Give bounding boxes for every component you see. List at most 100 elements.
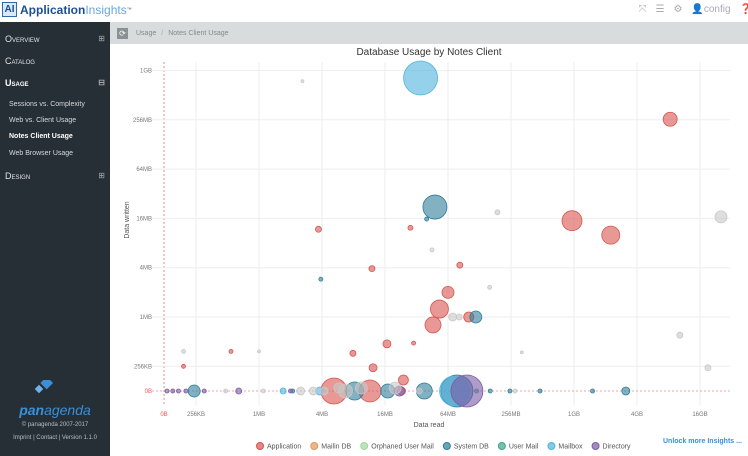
legend-label: Mailin DB — [321, 444, 351, 451]
data-point — [170, 388, 176, 394]
x-tick-label: 4GB — [631, 412, 643, 418]
legend-label: User Mail — [509, 444, 539, 451]
data-point — [450, 374, 484, 408]
x-tick-label: 4MB — [316, 412, 328, 418]
collapse-icon[interactable]: ⊟ — [98, 78, 105, 87]
data-point — [187, 384, 201, 398]
unlock-insights-link[interactable]: Unlock more Insights ... — [663, 438, 742, 445]
expand-icon[interactable]: ⊞ — [98, 171, 105, 180]
data-point — [601, 225, 621, 245]
nav-label: Design — [5, 171, 31, 181]
data-point — [368, 265, 376, 273]
data-point — [181, 349, 186, 354]
breadcrumb-usage[interactable]: Usage — [136, 29, 157, 37]
data-point — [260, 388, 266, 394]
trademark: ™ — [126, 6, 132, 13]
data-point — [181, 363, 186, 369]
svg-text:panagenda: panagenda — [18, 402, 91, 418]
data-point — [704, 364, 712, 372]
nav-label: Catalog — [5, 56, 35, 66]
data-point — [487, 284, 493, 290]
y-tick-label: 1MB — [140, 315, 152, 321]
legend-item[interactable]: User Mail — [497, 442, 539, 451]
data-point — [424, 216, 430, 222]
legend-item[interactable]: Orphaned User Mail — [360, 442, 435, 451]
user-name: config — [703, 4, 731, 15]
x-axis-label: Data read — [414, 422, 445, 429]
refresh-icon[interactable]: ⟳ — [117, 27, 128, 39]
menu-icon[interactable]: ☰ — [655, 4, 665, 15]
legend-swatch — [310, 442, 319, 450]
data-point — [487, 388, 493, 394]
data-point — [456, 261, 464, 269]
nav-design[interactable]: Design ⊞ — [5, 171, 105, 181]
data-point — [176, 388, 181, 394]
x-tick-label: 1MB — [253, 412, 265, 418]
panagenda-logo: panagenda — [18, 380, 91, 418]
data-point — [561, 210, 583, 232]
logo-mark: AI — [2, 2, 17, 17]
y-tick-label: 64MB — [136, 167, 152, 173]
breadcrumb-separator: / — [161, 29, 164, 37]
data-point — [403, 60, 438, 96]
legend-swatch — [256, 442, 264, 450]
data-point — [407, 224, 414, 231]
expand-icon[interactable]: ⊞ — [98, 34, 105, 43]
y-tick-label: 16MB — [136, 216, 152, 222]
user-icon: 👤 — [691, 4, 704, 15]
data-point — [349, 349, 357, 357]
gear-icon[interactable]: ⚙ — [673, 4, 683, 15]
legend-swatch — [497, 442, 506, 450]
legend-item[interactable]: Mailbox — [547, 442, 583, 451]
data-point — [368, 363, 378, 373]
nav-sessions-complexity[interactable]: Sessions vs. Complexity — [9, 101, 85, 108]
legend-label: Orphaned User Mail — [371, 444, 434, 451]
data-point — [223, 388, 229, 394]
help-icon[interactable]: ❓ — [739, 4, 748, 15]
data-point — [621, 386, 631, 396]
user-menu[interactable]: 👤config — [691, 4, 730, 15]
legend-item[interactable]: System DB — [442, 442, 489, 451]
legend-label: System DB — [454, 444, 489, 451]
data-point — [519, 350, 524, 355]
nav-usage[interactable]: Usage ⊟ — [5, 78, 105, 88]
top-bar: AI Application Insights ™ ⤧ ☰ ⚙ 👤config ❓ — [0, 0, 748, 22]
nav-overview[interactable]: Overview ⊞ — [5, 34, 105, 44]
data-point — [662, 111, 678, 127]
legend-item[interactable]: Mailin DB — [310, 442, 352, 451]
data-point — [422, 194, 448, 220]
legend-label: Application — [267, 444, 301, 451]
data-point — [676, 331, 684, 339]
data-point — [430, 299, 449, 319]
sidebar: Overview ⊞ Catalog Usage ⊟ Sessions vs. Co… — [0, 22, 110, 456]
data-point — [296, 386, 306, 396]
x-tick-label: 1GB — [568, 412, 580, 418]
data-point — [415, 387, 423, 395]
data-point — [308, 386, 318, 396]
data-point — [441, 285, 455, 299]
data-point — [714, 210, 728, 224]
data-point — [537, 388, 543, 394]
footer-links[interactable]: Imprint | Contact | Version 1.1.0 — [13, 435, 97, 441]
expand-icon[interactable]: ⤧ — [638, 4, 647, 15]
data-point — [429, 247, 435, 253]
data-point — [201, 388, 207, 394]
legend-item[interactable]: Application — [256, 442, 302, 451]
legend-swatch — [442, 442, 451, 450]
data-point — [424, 316, 442, 334]
data-point — [300, 79, 305, 84]
legend-label: Directory — [603, 444, 632, 451]
scatter-chart: Database Usage by Notes Client 0B 256KB 1M… — [124, 47, 730, 451]
legend-item[interactable]: Directory — [591, 442, 632, 451]
legend-swatch — [591, 442, 600, 450]
nav-notes-client-usage[interactable]: Notes Client Usage — [9, 133, 73, 140]
nav-web-client-usage[interactable]: Web vs. Client Usage — [9, 117, 77, 124]
data-point — [315, 225, 322, 233]
nav-catalog[interactable]: Catalog — [5, 56, 105, 66]
data-point — [507, 388, 513, 394]
y-axis-label: Data written — [124, 201, 131, 238]
nav-web-browser-usage[interactable]: Web Browser Usage — [9, 150, 74, 157]
data-point — [183, 388, 189, 394]
app-logo[interactable]: AI Application Insights ™ — [2, 2, 132, 17]
data-point — [228, 349, 234, 354]
